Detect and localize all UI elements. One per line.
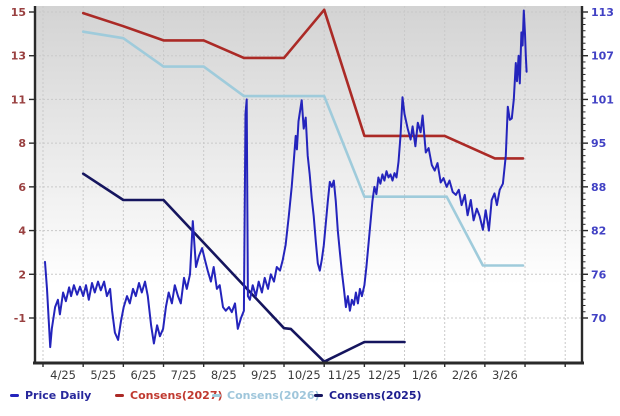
x-axis-label: 11/25 — [328, 368, 361, 382]
legend-item-consens-2026: Consens(2026) — [212, 389, 320, 402]
legend-dash-consens-2027 — [115, 394, 124, 397]
x-axis-label: 6/25 — [131, 368, 157, 382]
right-axis-label: 107 — [591, 50, 614, 63]
series-consens-2025 — [81, 172, 406, 364]
x-axis-label: 5/25 — [90, 368, 116, 382]
x-axis-label: 7/25 — [171, 368, 197, 382]
legend-label-consens-2027: Consens(2027) — [130, 389, 223, 402]
right-axis-label: 88 — [591, 181, 606, 194]
left-axis-labels: 15 13 11 8 6 4 2 -1 — [11, 6, 27, 325]
left-axis-label: 11 — [11, 93, 26, 106]
right-axis-label: 70 — [591, 312, 607, 325]
left-axis-label: 2 — [18, 268, 26, 281]
left-axis-label: 4 — [18, 225, 26, 238]
left-axis-label: 15 — [11, 6, 26, 19]
x-axis-label: 1/26 — [412, 368, 438, 382]
right-axis-labels: 113 107 101 95 88 82 76 70 — [591, 6, 614, 325]
legend-item-consens-2025: Consens(2025) — [314, 389, 422, 402]
axis-ticks — [29, 11, 588, 367]
x-axis-label: 3/26 — [492, 368, 518, 382]
x-axis-label: 8/25 — [211, 368, 237, 382]
left-axis-label: 6 — [18, 181, 26, 194]
x-axis-label: 10/25 — [288, 368, 321, 382]
left-axis-label: 13 — [11, 50, 26, 63]
x-axis-label: 2/26 — [452, 368, 478, 382]
legend-dash-consens-2025 — [314, 394, 323, 397]
legend-label-consens-2025: Consens(2025) — [329, 389, 422, 402]
legend-label-consens-2026: Consens(2026) — [227, 389, 320, 402]
series-consens-2026 — [81, 30, 525, 267]
legend-item-price-daily: Price Daily — [10, 389, 91, 402]
legend-dash-price-daily — [10, 394, 19, 397]
x-axis-label: 4/25 — [50, 368, 76, 382]
legend-item-consens-2027: Consens(2027) — [115, 389, 223, 402]
x-axis-labels: 4/25 5/25 6/25 7/25 8/25 9/25 10/25 11/25 12/25 1… — [50, 368, 518, 382]
plot-background — [35, 6, 582, 363]
left-axis-label: 8 — [18, 137, 26, 150]
series-price-daily — [44, 9, 528, 349]
right-axis-label: 101 — [591, 93, 614, 106]
x-axis-label: 9/25 — [251, 368, 277, 382]
legend: Price Daily Consens(2027) Consens(2026) … — [0, 389, 620, 407]
right-axis-label: 76 — [591, 268, 607, 281]
series-consens-2027 — [81, 8, 525, 160]
right-axis-label: 82 — [591, 225, 606, 238]
legend-dash-consens-2026 — [212, 394, 221, 397]
x-axis-label: 12/25 — [368, 368, 401, 382]
right-axis-label: 95 — [591, 137, 606, 150]
left-axis-label: -1 — [14, 312, 26, 325]
legend-label-price-daily: Price Daily — [25, 389, 92, 402]
axis-frame — [33, 6, 584, 365]
right-axis-label: 113 — [591, 6, 614, 19]
